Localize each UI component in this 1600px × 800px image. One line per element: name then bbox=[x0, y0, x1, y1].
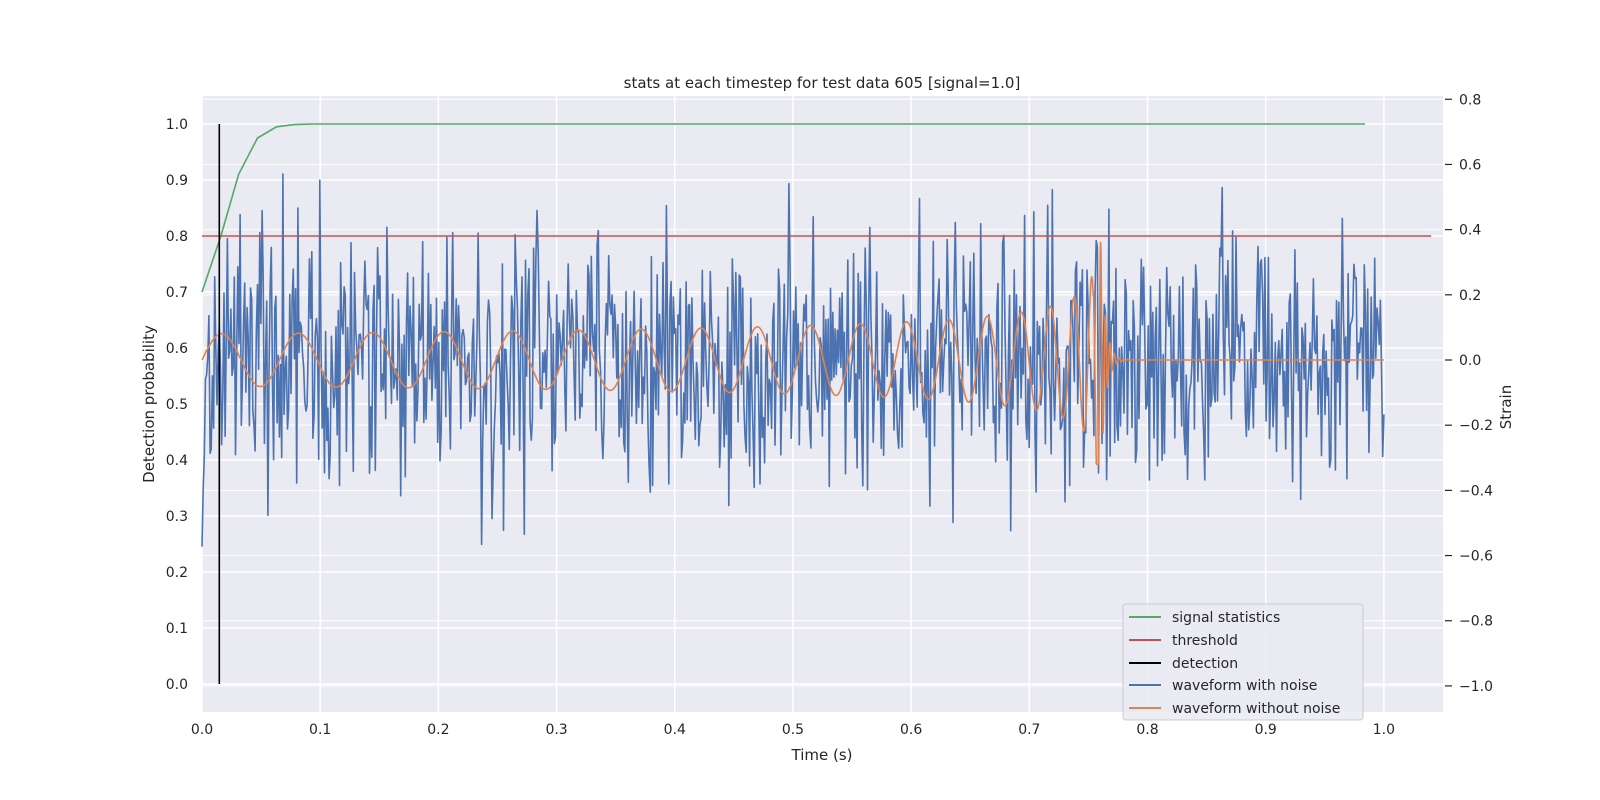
y-tick-label: 0.4 bbox=[166, 453, 188, 469]
x-tick-label: 0.4 bbox=[664, 722, 686, 738]
y2-tick-label: 0.2 bbox=[1459, 288, 1481, 304]
x-tick-label: 0.5 bbox=[782, 722, 804, 738]
y2-tick-label: 0.0 bbox=[1459, 353, 1481, 369]
y2-tick-label: −0.6 bbox=[1459, 549, 1493, 565]
x-tick-label: 0.8 bbox=[1136, 722, 1158, 738]
y2-axis-label: Strain bbox=[1497, 385, 1515, 429]
legend-label-waveform-without-noise: waveform without noise bbox=[1172, 701, 1340, 717]
x-tick-label: 0.3 bbox=[545, 722, 567, 738]
y-tick-label: 1.0 bbox=[166, 117, 188, 133]
y2-tick-label: 0.4 bbox=[1459, 223, 1481, 239]
legend-label-signal-statistics: signal statistics bbox=[1172, 610, 1280, 626]
y-tick-label: 0.0 bbox=[166, 677, 188, 693]
series-waveform-without-noise bbox=[201, 241, 1385, 466]
y-tick-label: 0.8 bbox=[166, 229, 188, 245]
y-axis-label: Detection probability bbox=[140, 325, 158, 483]
series-signal-statistics bbox=[201, 123, 1365, 293]
y-tick-label: 0.5 bbox=[166, 397, 188, 413]
x-tick-label: 0.9 bbox=[1255, 722, 1277, 738]
y2-tick-label: −0.2 bbox=[1459, 418, 1493, 434]
y-tick-labels: 0.0 0.1 0.2 0.3 0.4 0.5 0.6 0.7 0.8 0.9 1.0 bbox=[166, 117, 188, 693]
legend-box bbox=[1122, 603, 1364, 721]
x-axis-label: Time (s) bbox=[791, 746, 853, 764]
y2-tick-label: −0.8 bbox=[1459, 614, 1493, 630]
chart-title: stats at each timestep for test data 605… bbox=[624, 74, 1021, 92]
legend-label-detection: detection bbox=[1172, 656, 1238, 672]
series-layer bbox=[201, 123, 1432, 684]
x-tick-label: 0.7 bbox=[1018, 722, 1040, 738]
x-tick-label: 0.2 bbox=[427, 722, 449, 738]
legend-label-threshold: threshold bbox=[1172, 633, 1238, 649]
series-waveform-with-noise bbox=[201, 173, 1385, 547]
y2-tick-label: 0.8 bbox=[1459, 92, 1481, 108]
legend-label-waveform-with-noise: waveform with noise bbox=[1172, 678, 1317, 694]
x-tick-labels: 0.0 0.1 0.2 0.3 0.4 0.5 0.6 0.7 0.8 0.9 1.0 bbox=[191, 722, 1395, 738]
x-tick-label: 0.1 bbox=[309, 722, 331, 738]
x-tick-label: 1.0 bbox=[1373, 722, 1395, 738]
y-tick-label: 0.3 bbox=[166, 509, 188, 525]
y2-tick-label: −0.4 bbox=[1459, 483, 1493, 499]
y2-tick-label: −1.0 bbox=[1459, 679, 1493, 695]
y2-tick-labels: −1.0 −0.8 −0.6 −0.4 −0.2 0.0 0.2 0.4 0.6 0.8 bbox=[1445, 92, 1493, 695]
y-tick-label: 0.1 bbox=[166, 621, 188, 637]
y-tick-label: 0.7 bbox=[166, 285, 188, 301]
x-tick-label: 0.0 bbox=[191, 722, 213, 738]
legend: signal statistics threshold detection wa… bbox=[1122, 603, 1364, 721]
y-tick-label: 0.9 bbox=[166, 173, 188, 189]
y-tick-label: 0.6 bbox=[166, 341, 188, 357]
y-tick-label: 0.2 bbox=[166, 565, 188, 581]
y2-tick-label: 0.6 bbox=[1459, 157, 1481, 173]
x-tick-label: 0.6 bbox=[900, 722, 922, 738]
